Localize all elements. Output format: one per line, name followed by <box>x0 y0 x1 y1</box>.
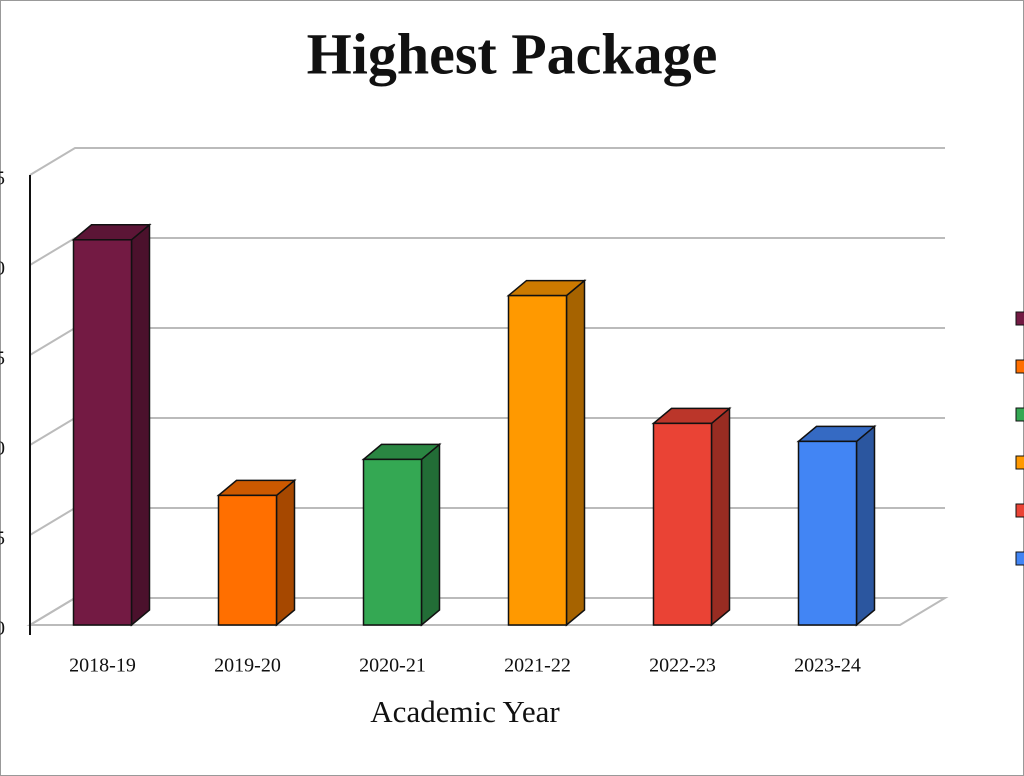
legend-swatch <box>1015 455 1024 470</box>
chart-title: Highest Package <box>307 21 718 86</box>
bar-side <box>855 424 876 627</box>
bar-side <box>275 478 296 627</box>
x-tick-label: 2023-24 <box>794 655 861 677</box>
bar <box>652 422 713 626</box>
grid-line <box>29 327 945 356</box>
x-tick-label: 2021-22 <box>504 655 571 677</box>
bar-side <box>130 223 151 627</box>
x-tick-label: 2022-23 <box>649 655 716 677</box>
bar <box>507 294 568 626</box>
x-axis-label: Academic Year <box>370 694 560 729</box>
y-tick-label: 5 <box>0 528 5 550</box>
grid-line <box>29 237 945 266</box>
x-tick-label: 2020-21 <box>359 655 426 677</box>
legend-swatch <box>1015 551 1024 566</box>
x-tick-label: 2019-20 <box>214 655 281 677</box>
legend-swatch <box>1015 407 1024 422</box>
y-tick-label: 0 <box>0 618 5 640</box>
grid-line <box>29 147 945 176</box>
bar-side <box>420 442 441 627</box>
y-tick-label: 0 <box>0 438 5 460</box>
x-tick-label: 2018-19 <box>69 655 136 677</box>
bar-side <box>565 278 586 627</box>
bar-side <box>710 406 731 627</box>
y-tick-label: 5 <box>0 168 5 190</box>
legend-swatch <box>1015 503 1024 518</box>
bar <box>797 440 858 626</box>
y-tick-label: 5 <box>0 348 5 370</box>
legend-swatch <box>1015 359 1024 374</box>
bar <box>72 239 133 626</box>
bar <box>362 458 423 626</box>
legend-swatch <box>1015 311 1024 326</box>
bar <box>217 494 278 626</box>
y-tick-label: 0 <box>0 258 5 280</box>
